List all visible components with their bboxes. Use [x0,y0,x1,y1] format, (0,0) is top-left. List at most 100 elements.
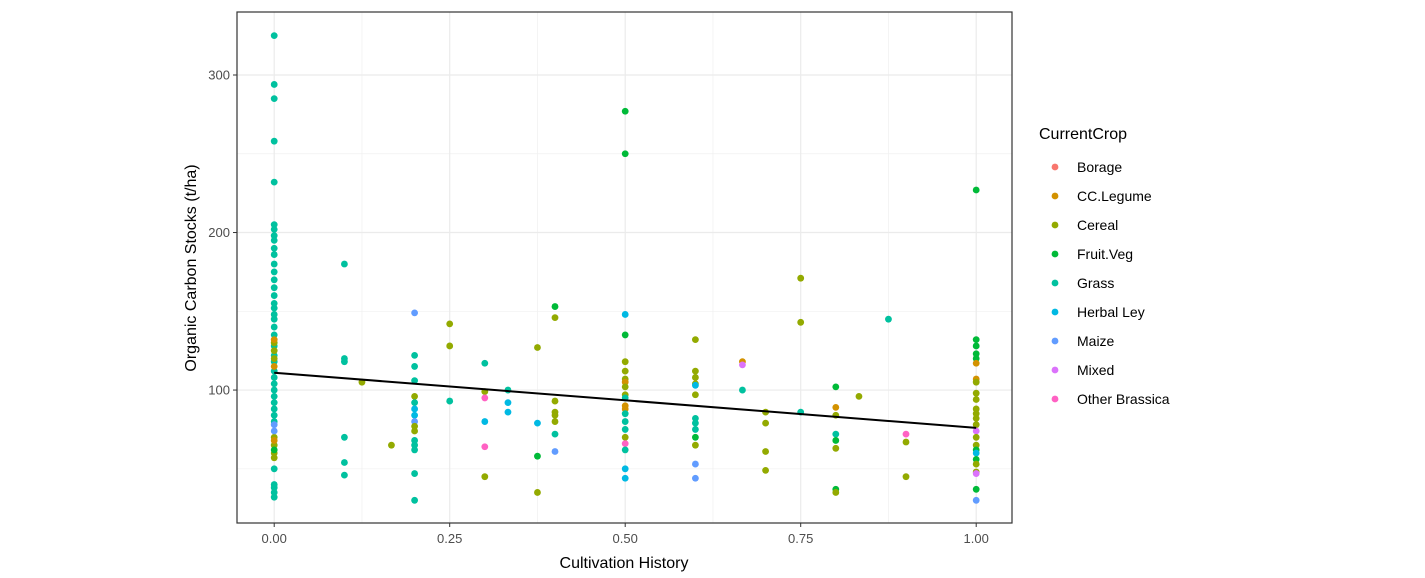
data-point-herbal-ley [621,311,629,318]
legend-key-icon [1051,279,1059,287]
data-point-other-brassica [902,430,910,438]
data-point-grass [411,351,419,359]
data-point-cc-legume [270,363,278,370]
data-point-grass [270,300,278,307]
data-point-cereal [972,378,980,386]
data-point-grass [270,32,278,40]
data-point-maize [692,460,699,468]
data-point-herbal-ley [692,381,699,389]
data-point-cereal [270,441,278,449]
data-point-cereal [692,367,699,375]
legend-key-icon [1051,366,1059,374]
data-point-herbal-ley [411,411,419,419]
x-tick-label: 0.00 [262,531,287,546]
data-point-grass [270,465,278,473]
data-point-cc-legume [972,359,980,367]
x-axis-ticks: 0.00 0.25 0.50 0.75 1.00 [262,523,989,546]
legend-key-icon [1051,250,1059,258]
y-tick-label: 100 [208,383,230,398]
data-point-cc-legume [621,378,629,386]
data-point-grass [270,284,278,292]
data-point-cereal [551,314,559,321]
data-point-cereal [972,405,980,413]
data-point-cereal [534,489,541,496]
data-point-herbal-ley [534,419,541,427]
data-point-mixed [739,361,746,369]
legend-label: Other Brassica [1077,391,1170,407]
data-point-grass [341,433,348,441]
data-point-grass [411,496,419,504]
data-point-maize [411,309,419,317]
data-point-grass [270,268,278,276]
data-point-cereal [534,344,541,351]
data-point-grass [692,415,699,422]
data-point-cereal [832,444,840,452]
data-point-grass [270,260,278,268]
data-point-cc-legume [621,405,629,413]
data-point-grass [341,459,348,466]
data-point-grass [270,237,278,244]
data-point-grass [341,358,348,366]
data-point-cereal [692,336,699,344]
data-point-grass [621,418,629,425]
x-tick-label: 0.25 [437,531,462,546]
data-point-grass [270,292,278,299]
data-point-grass [411,399,419,407]
data-point-cereal [972,396,980,403]
data-point-cereal [902,473,910,481]
data-point-grass [270,399,278,407]
data-point-grass [270,374,278,381]
y-tick-label: 200 [208,225,230,240]
data-point-cereal [411,422,419,430]
data-point-cereal [621,383,629,391]
data-point-fruit-veg [270,446,278,454]
data-point-maize [692,474,699,482]
legend-key-icon [1051,395,1059,403]
data-point-other-brassica [481,394,489,402]
data-point-grass [621,410,629,418]
legend-key-icon [1051,192,1059,200]
x-axis-title: Cultivation History [560,555,689,572]
legend-label: Grass [1077,275,1114,291]
data-point-grass [692,426,699,433]
data-point-grass [411,446,419,454]
data-point-grass [270,137,278,145]
data-point-cereal [972,410,980,418]
data-point-maize [411,418,419,425]
legend-label: Mixed [1077,362,1114,378]
legend-label: CC.Legume [1077,188,1152,204]
data-point-fruit-veg [621,150,629,158]
data-point-herbal-ley [481,418,489,425]
data-point-fruit-veg [972,455,980,463]
data-point-grass [270,315,278,323]
data-point-grass [270,232,278,240]
data-point-fruit-veg [972,355,980,362]
data-point-grass [270,405,278,413]
data-point-grass [270,380,278,388]
legend-label: Cereal [1077,217,1118,233]
data-point-fruit-veg [551,303,559,310]
data-point-cereal [972,415,980,422]
data-point-cereal [692,441,699,449]
data-point-fruit-veg [621,331,629,339]
data-point-grass [411,437,419,444]
data-point-grass [270,251,278,258]
x-tick-label: 0.75 [788,531,813,546]
trend-line [274,371,977,429]
data-point-maize [972,496,980,504]
data-point-cc-legume [270,437,278,444]
data-point-cereal [855,392,863,400]
legend-key-icon [1051,308,1059,316]
data-point-fruit-veg [972,485,980,493]
y-axis-title: Organic Carbon Stocks (t/ha) [183,164,200,371]
legend-title: CurrentCrop [1039,126,1127,143]
data-point-grass [270,411,278,419]
data-point-herbal-ley [621,474,629,482]
data-point-grass [411,441,419,449]
data-point-fruit-veg [972,342,980,350]
data-point-fruit-veg [972,350,980,358]
data-point-maize [551,448,559,455]
data-point-grass [270,304,278,312]
data-point-fruit-veg [972,186,980,194]
